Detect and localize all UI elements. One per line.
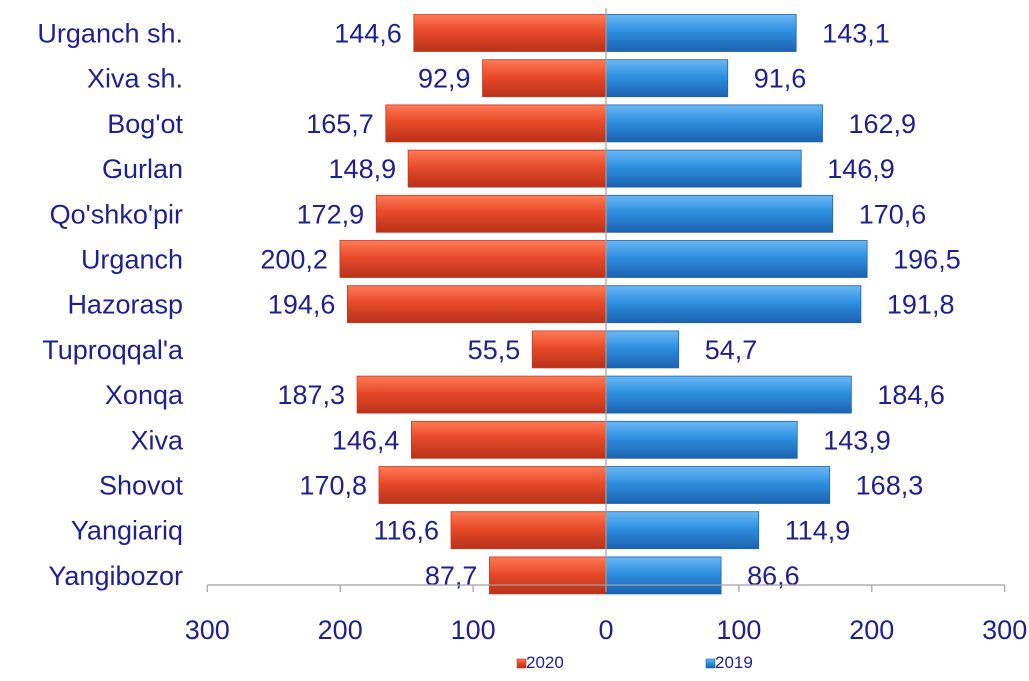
data-label-2020: 187,3 xyxy=(278,380,346,410)
bar-2019 xyxy=(605,375,852,414)
category-label: Tuproqqal'a xyxy=(42,335,184,365)
x-axis: 300 200 100 0 100 200 300 xyxy=(185,8,1027,645)
category-label: Yangiariq xyxy=(71,516,183,546)
bars-layer xyxy=(339,14,868,595)
bar-2020 xyxy=(450,511,607,550)
category-label: Qo'shko'pir xyxy=(50,199,183,229)
data-label-2019: 191,8 xyxy=(887,290,955,320)
legend: 2020 2019 xyxy=(516,653,753,672)
data-label-2020: 194,6 xyxy=(268,290,336,320)
x-tick-label: 200 xyxy=(318,615,363,645)
legend-label: 2020 xyxy=(526,653,564,672)
bar-2020 xyxy=(413,14,607,52)
bar-2019 xyxy=(605,466,831,504)
data-label-2019: 168,3 xyxy=(856,471,924,501)
category-label: Bog'ot xyxy=(107,109,183,139)
bar-2020 xyxy=(531,330,607,369)
x-tick-label: 0 xyxy=(598,615,613,645)
bar-2020 xyxy=(482,59,607,98)
bar-2019 xyxy=(605,330,680,369)
bar-2019 xyxy=(605,511,760,550)
data-label-2019: 146,9 xyxy=(827,154,895,184)
data-label-2020: 200,2 xyxy=(260,245,328,275)
legend-swatch xyxy=(516,658,527,669)
data-label-2020: 172,9 xyxy=(297,199,365,229)
bar-2019 xyxy=(605,240,868,278)
bar-2020 xyxy=(407,149,607,188)
bar-2019 xyxy=(605,556,722,595)
data-label-2019: 143,9 xyxy=(823,425,891,455)
data-label-2019: 162,9 xyxy=(848,109,916,139)
bar-2020 xyxy=(378,466,607,504)
x-tick-label: 100 xyxy=(451,615,496,645)
bar-2019 xyxy=(605,420,798,459)
labels-layer: Urganch sh. 144,6 143,1 Xiva sh. 92,9 91,6 Bog… xyxy=(37,19,960,591)
data-label-2020: 55,5 xyxy=(468,335,521,365)
data-label-2019: 91,6 xyxy=(754,64,807,94)
data-label-2019: 170,6 xyxy=(859,199,927,229)
legend-label: 2019 xyxy=(715,653,753,672)
data-label-2020: 144,6 xyxy=(334,19,402,49)
category-label: Shovot xyxy=(99,471,184,501)
bar-2019 xyxy=(605,149,802,188)
bar-2020 xyxy=(339,240,607,278)
data-label-2020: 116,6 xyxy=(373,516,439,546)
data-label-2020: 146,4 xyxy=(332,425,400,455)
bar-2020 xyxy=(411,420,607,459)
data-label-2020: 92,9 xyxy=(418,64,471,94)
data-label-2020: 87,7 xyxy=(425,561,478,591)
x-tick-label: 100 xyxy=(716,615,761,645)
category-label: Xiva xyxy=(130,425,184,455)
data-label-2019: 184,6 xyxy=(877,380,945,410)
data-label-2020: 165,7 xyxy=(306,109,374,139)
bar-2019 xyxy=(605,285,862,324)
bar-2019 xyxy=(605,104,823,143)
x-tick-label: 200 xyxy=(849,615,894,645)
data-label-2019: 143,1 xyxy=(822,19,890,49)
data-label-2019: 196,5 xyxy=(893,245,961,275)
category-label: Xonqa xyxy=(105,380,184,410)
bar-2020 xyxy=(375,194,607,233)
legend-item-2020: 2020 xyxy=(516,653,564,672)
x-tick-label: 300 xyxy=(982,615,1027,645)
data-label-2020: 148,9 xyxy=(329,154,397,184)
category-label: Yangibozor xyxy=(48,561,183,591)
bar-2019 xyxy=(605,194,834,233)
bar-2019 xyxy=(605,14,797,52)
bar-2020 xyxy=(346,285,607,324)
legend-item-2019: 2019 xyxy=(705,653,753,672)
bar-2019 xyxy=(605,59,729,98)
category-label: Xiva sh. xyxy=(87,64,183,94)
category-label: Urganch xyxy=(81,245,183,275)
data-label-2019: 86,6 xyxy=(747,561,800,591)
category-label: Urganch sh. xyxy=(37,19,183,49)
data-label-2020: 170,8 xyxy=(299,471,367,501)
x-tick-label: 300 xyxy=(185,615,230,645)
data-label-2019: 114,9 xyxy=(785,516,851,546)
bar-2020 xyxy=(489,556,607,595)
data-label-2019: 54,7 xyxy=(705,335,758,365)
legend-swatch xyxy=(705,658,716,669)
bar-2020 xyxy=(356,375,607,414)
bar-2020 xyxy=(385,104,607,143)
category-label: Hazorasp xyxy=(67,290,183,320)
category-label: Gurlan xyxy=(102,154,183,184)
